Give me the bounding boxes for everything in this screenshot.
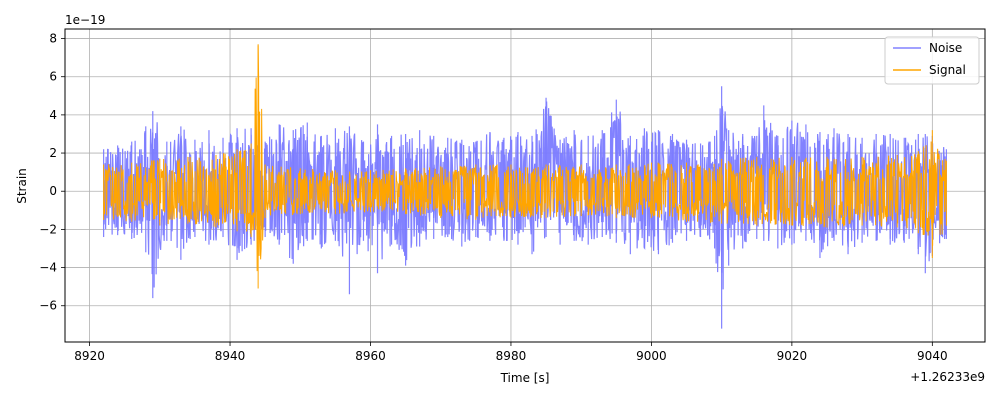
x-tick-label-4: 9000 bbox=[636, 349, 667, 363]
y-axis-label: Strain bbox=[15, 168, 29, 204]
y-tick-label-6: 6 bbox=[49, 70, 57, 84]
y-tick-label-3: 0 bbox=[49, 184, 57, 198]
y-tick-label-2: −2 bbox=[39, 222, 57, 236]
legend-label-signal: Signal bbox=[929, 63, 966, 77]
x-offset-label: +1.26233e9 bbox=[910, 370, 985, 384]
y-tick-label-7: 8 bbox=[49, 32, 57, 46]
legend-label-noise: Noise bbox=[929, 41, 962, 55]
x-tick-label-3: 8980 bbox=[496, 349, 527, 363]
y-tick-label-0: −6 bbox=[39, 299, 57, 313]
y-tick-label-1: −4 bbox=[39, 261, 57, 275]
y-tick-label-4: 2 bbox=[49, 146, 57, 160]
y-tick-label-5: 4 bbox=[49, 108, 57, 122]
x-axis-label: Time [s] bbox=[500, 371, 550, 385]
y-scale-label: 1e−19 bbox=[65, 13, 105, 27]
x-tick-label-6: 9040 bbox=[917, 349, 948, 363]
y-axis-ticks: −6 −4 −2 0 2 4 6 8 bbox=[39, 32, 65, 313]
x-tick-label-1: 8940 bbox=[215, 349, 246, 363]
x-tick-label-0: 8920 bbox=[74, 349, 105, 363]
series-signal-line bbox=[103, 45, 947, 272]
legend: Noise Signal bbox=[884, 36, 980, 85]
plot-frame bbox=[64, 28, 986, 343]
x-tick-label-2: 8960 bbox=[355, 349, 386, 363]
x-tick-label-5: 9020 bbox=[777, 349, 808, 363]
x-axis-ticks: 8920 8940 8960 8980 9000 9020 9040 bbox=[74, 342, 948, 363]
series-layer bbox=[103, 44, 947, 329]
